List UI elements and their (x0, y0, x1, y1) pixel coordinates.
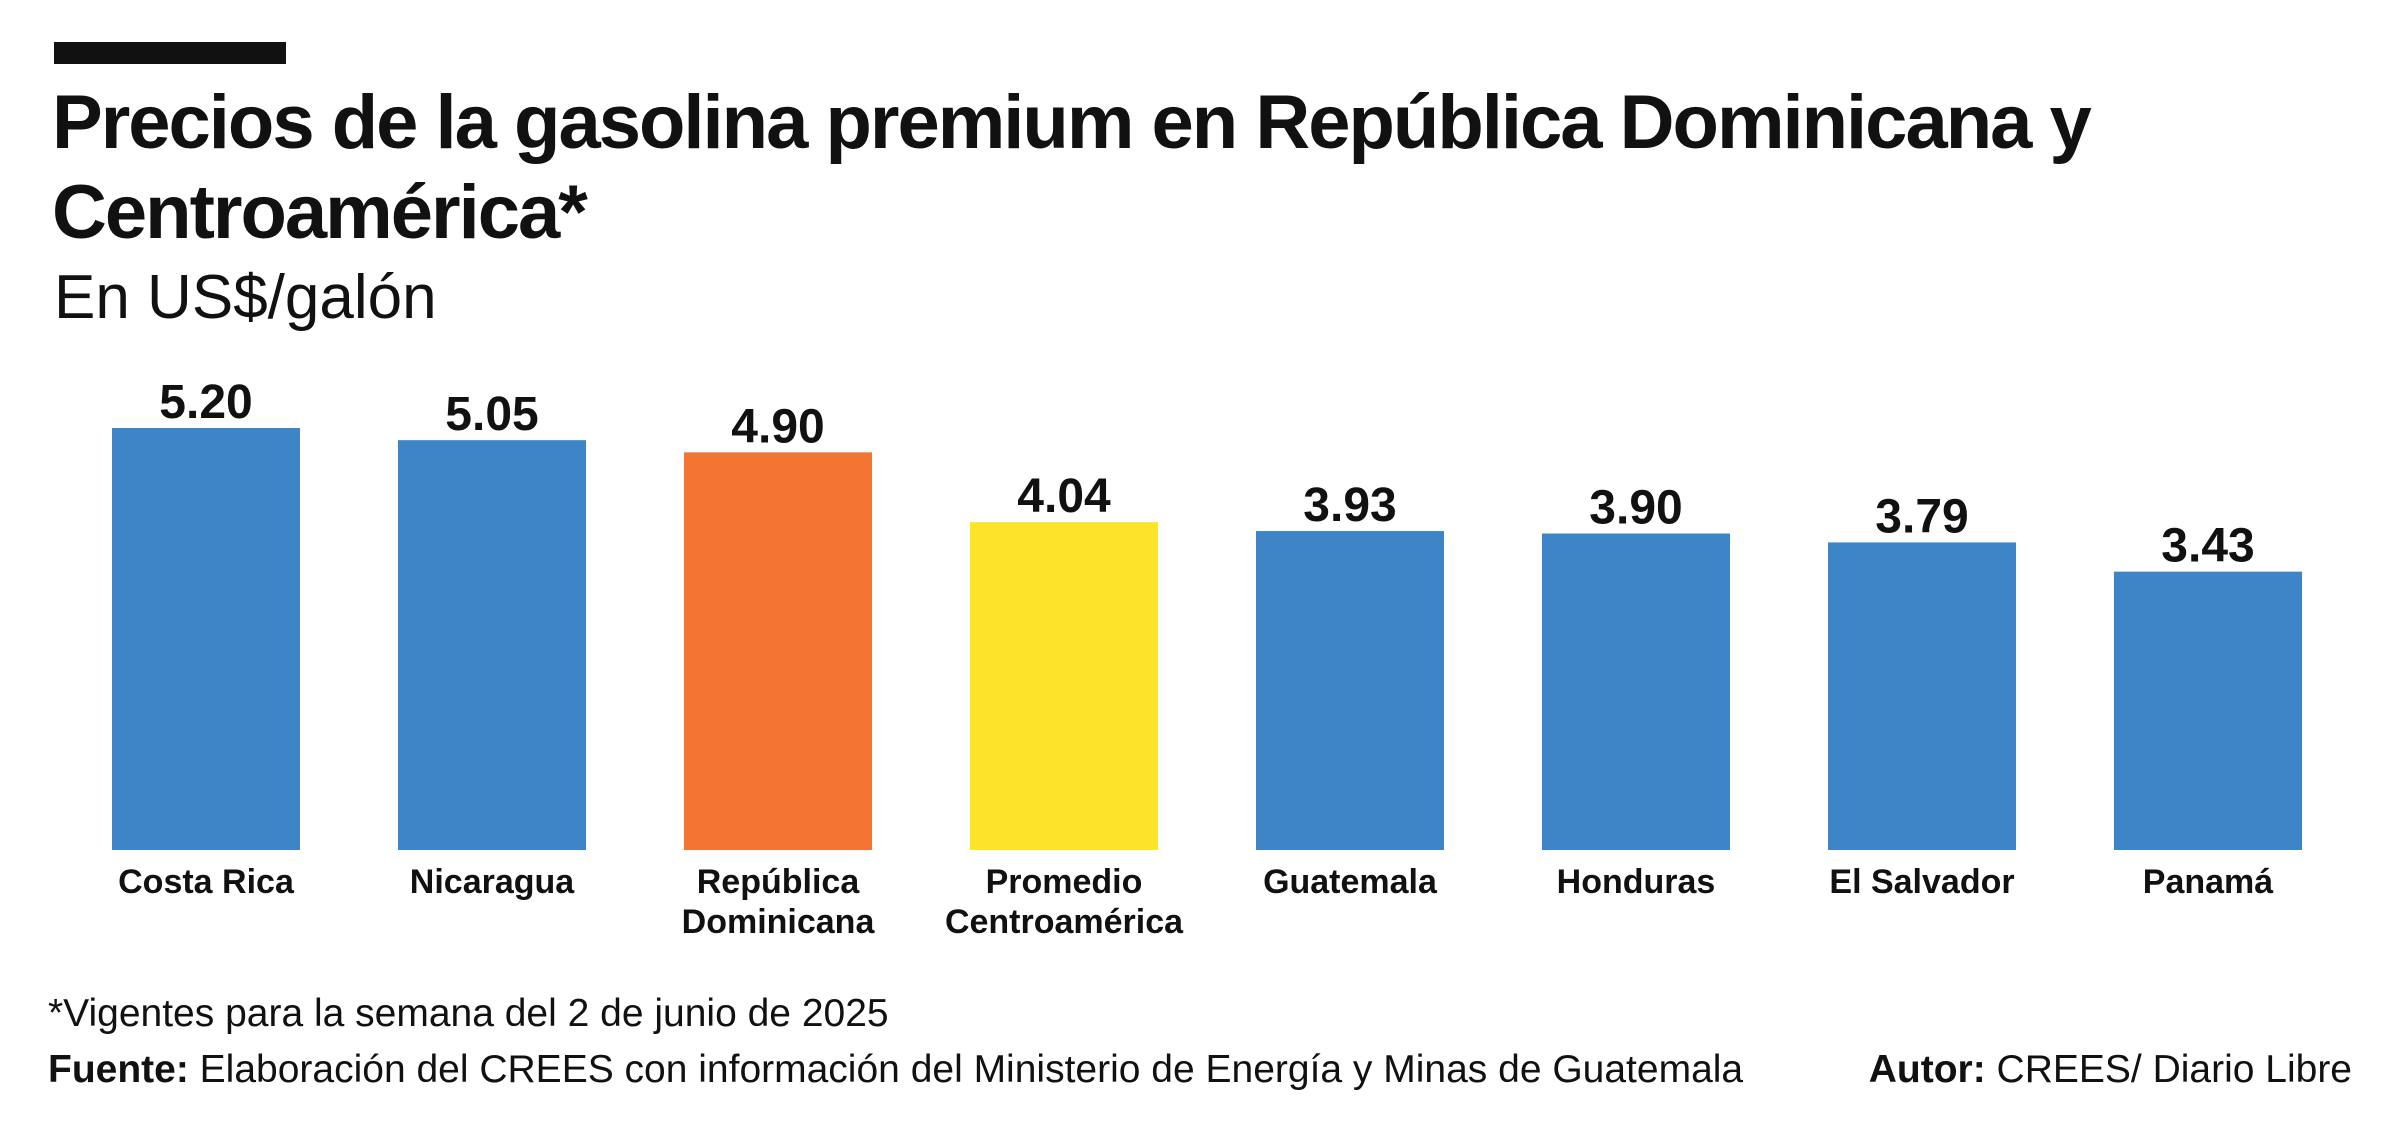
chart-subtitle: En US$/galón (54, 263, 437, 332)
value-label: 4.90 (731, 400, 824, 453)
category-label: Promedio (986, 863, 1143, 901)
author-note: Autor: CREES/ Diario Libre (1869, 1046, 2352, 1094)
bar-chart: 5.20 Costa Rica 5.05 Nicaragua 4.90 República… (112, 376, 2302, 941)
category-label: Guatemala (1263, 863, 1438, 901)
bar (112, 428, 300, 850)
bar (2114, 571, 2302, 850)
value-label: 3.79 (1875, 490, 1968, 543)
bar (684, 452, 872, 850)
author-label: Autor: (1868, 1048, 1986, 1091)
category-label: Dominicana (682, 903, 876, 941)
chart-title: Precios de la gasolina premium en Repúbl… (52, 80, 2092, 255)
source-note: Fuente: Elaboración del CREES con inform… (48, 1046, 1743, 1094)
value-label: 3.90 (1589, 482, 1682, 535)
source-text: Elaboración del CREES con información de… (188, 1048, 1744, 1091)
bar (398, 440, 586, 850)
category-label: República (697, 863, 861, 901)
category-label: El Salvador (1829, 863, 2014, 901)
source-label: Fuente: (48, 1048, 189, 1091)
value-label: 3.43 (2161, 520, 2254, 573)
footnote: *Vigentes para la semana del 2 de junio … (48, 992, 889, 1035)
category-label: Nicaragua (410, 863, 575, 901)
bar (1256, 531, 1444, 850)
category-label: Honduras (1557, 863, 1716, 901)
category-label: Costa Rica (118, 863, 295, 901)
category-label: Centroamérica (945, 903, 1184, 941)
bar (1828, 542, 2016, 850)
value-label: 3.93 (1303, 479, 1396, 532)
bar (1542, 533, 1730, 850)
category-label: Panamá (2143, 863, 2273, 901)
header-rule (54, 42, 286, 64)
author-text: CREES/ Diario Libre (1985, 1048, 2352, 1091)
value-label: 5.20 (159, 376, 252, 429)
value-label: 5.05 (445, 388, 538, 441)
bar (970, 522, 1158, 850)
value-label: 4.04 (1017, 470, 1111, 523)
